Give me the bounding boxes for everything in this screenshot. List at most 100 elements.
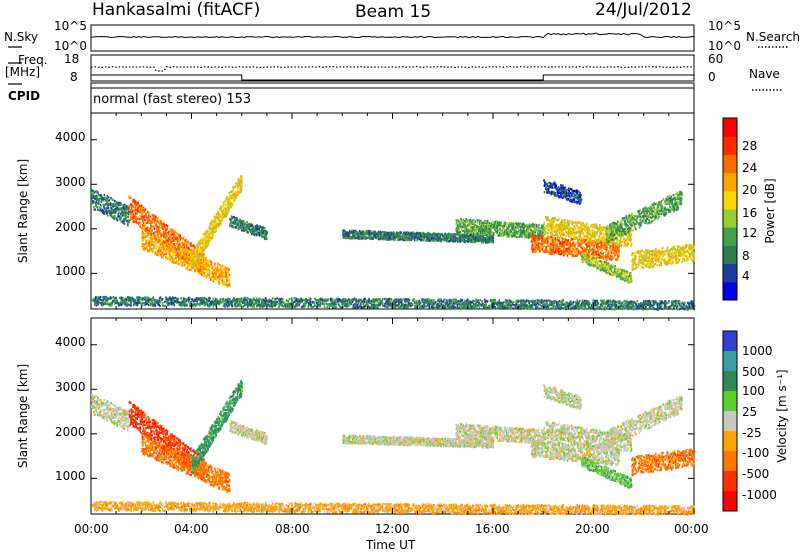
power-cell [240, 226, 242, 230]
power-cell [109, 212, 112, 215]
power-cell [203, 242, 205, 245]
power-cell [132, 217, 135, 220]
power-cell [230, 218, 233, 222]
power-cell [196, 256, 198, 259]
power-cell [214, 267, 217, 270]
power-cell [152, 249, 155, 252]
power-cell [178, 249, 181, 252]
power-cell [174, 261, 177, 264]
power-cell [106, 195, 109, 198]
power-cell [222, 277, 224, 280]
power-cell [127, 224, 129, 227]
power-cell [198, 263, 200, 267]
power-cell [216, 278, 218, 281]
power-cell [137, 207, 139, 210]
power-cell [219, 273, 221, 276]
power-cell [225, 197, 228, 200]
power-cell [202, 262, 205, 265]
power-cell [218, 269, 221, 272]
power-cell [177, 260, 179, 263]
power-cell [513, 222, 516, 226]
power-cell [208, 272, 210, 275]
power-cell [160, 226, 163, 229]
power-cell [119, 203, 122, 207]
power-cell [163, 240, 166, 243]
power-cell [459, 225, 462, 228]
power-cell [168, 243, 170, 246]
power-cell [129, 203, 132, 206]
power-cell [135, 208, 137, 211]
power-cell [225, 266, 227, 269]
power-cell [171, 233, 174, 236]
power-cell [214, 227, 217, 230]
power-cell [165, 237, 167, 241]
power-cell [351, 237, 354, 240]
power-cell [155, 236, 157, 239]
power-cell [433, 239, 435, 242]
power-cell [145, 243, 148, 247]
power-cell [158, 238, 161, 241]
power-cell [219, 265, 222, 268]
power-cell [203, 248, 206, 251]
power-cell [142, 234, 144, 238]
power-cell [221, 283, 224, 286]
power-panel-frame [90, 112, 695, 310]
power-cell [240, 229, 243, 232]
power-cell [159, 220, 162, 223]
power-cell [188, 247, 190, 250]
power-cell [130, 217, 133, 220]
power-cell [236, 218, 238, 221]
power-cell [593, 245, 596, 249]
power-cell [557, 234, 559, 237]
power-cell [163, 233, 166, 237]
power-cell [228, 202, 230, 205]
power-cell [189, 261, 192, 264]
power-cell [237, 224, 240, 227]
power-cell [220, 209, 222, 212]
power-cell [171, 245, 174, 248]
power-cell [212, 276, 215, 279]
power-cell [158, 254, 161, 257]
power-cell [160, 220, 163, 223]
power-cell [135, 215, 137, 219]
power-cell [160, 238, 162, 241]
power-cell [122, 203, 125, 206]
power-cell [226, 200, 228, 203]
power-cell [177, 245, 180, 248]
power-cell [149, 229, 151, 233]
power-cell [161, 238, 164, 242]
power-cell [186, 243, 189, 246]
power-cell [129, 217, 132, 220]
power-cell [118, 203, 120, 207]
power-cell [185, 253, 188, 256]
power-cell [160, 232, 162, 235]
power-cell [593, 247, 596, 251]
power-cell [217, 210, 220, 214]
power-cell [147, 239, 149, 242]
power-cell [201, 266, 203, 269]
power-cell [467, 219, 469, 222]
power-cell [154, 218, 156, 221]
power-cell [200, 246, 203, 249]
power-cell [221, 267, 223, 270]
power-cell [195, 257, 197, 260]
power-cell [245, 227, 248, 230]
power-cell [140, 227, 143, 230]
power-cell [346, 235, 349, 238]
power-cell [190, 268, 192, 272]
power-cell [232, 188, 235, 191]
power-cell [186, 262, 189, 265]
power-cell [227, 200, 230, 204]
power-cell [216, 214, 218, 217]
power-cell [211, 236, 214, 240]
power-cell [184, 240, 186, 243]
power-cell [204, 231, 207, 234]
power-cell [193, 260, 196, 264]
power-cell [225, 273, 228, 276]
power-cell [173, 251, 176, 254]
power-cell [150, 247, 153, 251]
power-cell [219, 222, 222, 225]
power-cell [166, 248, 169, 251]
power-cell [100, 195, 102, 199]
power-cell [235, 182, 237, 185]
